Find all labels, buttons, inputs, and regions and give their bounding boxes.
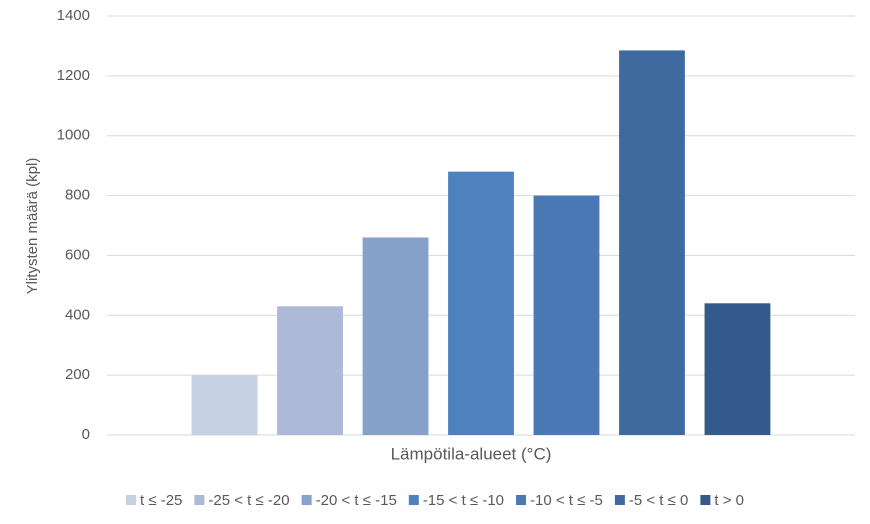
y-tick-label: 200	[65, 366, 90, 383]
legend-label: -20 < t ≤ -15	[316, 492, 397, 509]
x-axis-title: Lämpötila-alueet (°C)	[391, 444, 552, 463]
legend-swatch	[408, 495, 419, 505]
legend-label: -15 < t ≤ -10	[423, 492, 504, 509]
legend-label: -10 < t ≤ -5	[530, 492, 603, 509]
y-tick-label: 1200	[57, 67, 90, 84]
legend-label: -25 < t ≤ -20	[208, 492, 289, 509]
legend-label: t > 0	[714, 492, 744, 509]
y-tick-label: 1400	[57, 7, 90, 24]
bar	[704, 303, 771, 435]
y-tick-label: 600	[65, 246, 90, 263]
legend-swatch	[125, 495, 136, 505]
bar	[191, 375, 258, 435]
bar	[619, 50, 685, 436]
legend-swatch	[301, 495, 312, 505]
y-tick-label: 1000	[57, 127, 90, 144]
bar	[277, 306, 343, 435]
bar	[448, 171, 514, 435]
legend-swatch	[194, 495, 205, 505]
y-tick-label: 400	[65, 306, 90, 323]
legend-swatch	[700, 495, 711, 505]
y-tick-label: 0	[82, 426, 90, 443]
y-tick-label: 800	[65, 187, 90, 204]
legend-swatch	[516, 495, 527, 505]
legend-swatch	[614, 495, 625, 505]
bar	[533, 195, 600, 435]
legend-label: t ≤ -25	[140, 492, 182, 509]
y-axis-title: Ylitysten määrä (kpl)	[24, 158, 41, 295]
legend-label: -5 < t ≤ 0	[629, 492, 689, 509]
bar	[362, 237, 429, 435]
